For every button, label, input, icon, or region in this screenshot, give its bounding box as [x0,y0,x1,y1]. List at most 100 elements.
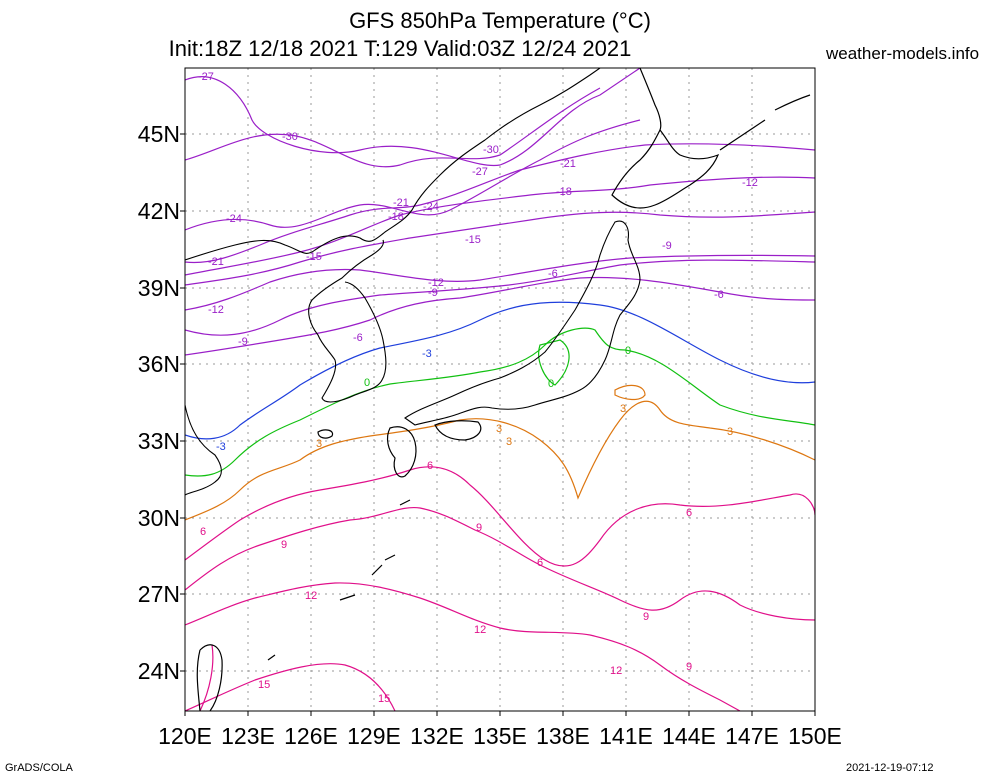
isotherm-plus9 [185,506,815,621]
isotherm-label: -27 [198,71,214,83]
isotherm-label: -18 [388,211,404,223]
isotherm-label: -15 [465,234,481,246]
isotherm-plus3-loop [614,384,646,401]
coastline-asia-mainland [185,68,601,496]
isotherm-label: -21 [208,256,224,268]
isotherm-label: 6 [537,557,543,569]
isotherm-label: 0 [548,378,554,390]
isotherm-label: -6 [714,289,724,301]
isotherm-label: 6 [200,526,206,538]
isotherm-minus30 [185,87,601,168]
coastline-taiwan [196,644,223,711]
isotherm-label: 12 [610,665,622,677]
coastline-kyushu [386,426,417,478]
lon-tick-label: 144E [662,723,716,749]
isotherm-minus12 [185,254,815,311]
graticule [185,68,815,711]
isotherm-minus15 [185,211,815,286]
isotherm-label: 3 [727,426,733,438]
isotherm-label: 12 [474,624,486,636]
lat-tick-label: 30N [137,505,180,531]
isotherm-label: -27 [472,166,488,178]
isotherm-label: 3 [496,423,502,435]
isotherm-label: -21 [560,158,576,170]
coastline-ryukyu [267,499,411,661]
isotherm-label: -30 [483,144,499,156]
timestamp: 2021-12-19-07:12 [846,762,934,774]
isotherm-minus21 [185,143,815,264]
lat-tick-label: 45N [137,121,180,147]
isotherm-label: 3 [620,403,626,415]
isotherm-label: -9 [428,287,438,299]
coastline-honshu [404,220,641,426]
lat-tick-label: 33N [137,428,180,454]
lon-tick-label: 123E [221,723,275,749]
isotherm-label: -15 [306,251,322,263]
coastline-hokkaido [611,128,720,209]
coastline-korea [308,239,387,403]
isotherm-label: -12 [742,177,758,189]
software-credit: GrADS/COLA [5,762,73,774]
lon-tick-label: 129E [347,723,401,749]
isotherm-label: -24 [423,201,439,213]
isotherm-label: 9 [281,539,287,551]
isotherm-label: 9 [476,522,482,534]
coastline-jeju [317,429,334,439]
lon-tick-label: 126E [284,723,338,749]
lon-tick-label: 120E [158,723,212,749]
isotherm-minus27 [185,68,641,167]
isotherm-label: -6 [548,268,558,280]
lon-tick-label: 141E [599,723,653,749]
isotherm-label: -3 [216,441,226,453]
coastline-shikoku [434,420,482,441]
isotherm-label: -18 [556,186,572,198]
isotherm-plus6 [185,466,815,567]
isotherm-minus18 [185,176,815,276]
isotherm-label: 15 [378,693,390,705]
map-background [185,68,815,711]
isotherm-label: -9 [238,336,248,348]
isotherm-label: -24 [226,213,242,225]
isotherm-label: 9 [643,611,649,623]
isotherm-plus3 [185,400,815,521]
isotherm-label: -30 [282,131,298,143]
isotherm-minus6 [185,276,815,356]
isotherm-label: -21 [393,197,409,209]
isotherm-label: 9 [686,661,692,673]
site-credit: weather-models.info [826,44,980,63]
isotherm-plus15 [185,663,396,711]
axis-ticks [180,133,816,716]
isotherm-label: 0 [364,377,370,389]
isotherm-label: 12 [305,590,317,602]
chart-subtitle: Init:18Z 12/18 2021 T:129 Valid:03Z 12/2… [168,36,632,61]
lon-tick-label: 135E [473,723,527,749]
isotherm-label: 6 [427,460,433,472]
isotherm-label: 3 [506,436,512,448]
isotherm-zero [185,327,815,477]
lon-tick-label: 150E [788,723,842,749]
lon-tick-label: 138E [536,723,590,749]
isotherm-zero-loop [538,339,570,386]
chart-title: GFS 850hPa Temperature (°C) [349,8,651,33]
lat-tick-label: 24N [137,658,180,684]
lat-tick-label: 39N [137,275,180,301]
coastline-kurils [719,94,811,151]
lat-tick-label: 42N [137,198,180,224]
lat-tick-label: 27N [137,581,180,607]
isotherm-minus9 [185,259,815,336]
isotherm-plus12 [185,582,741,711]
isotherm-label: -6 [353,332,363,344]
isotherm-label: 15 [258,679,270,691]
lon-tick-label: 132E [410,723,464,749]
isotherm-label: -3 [422,348,432,360]
isotherm-label: 3 [316,438,322,450]
isotherm-minus24 [185,119,641,231]
lon-tick-label: 147E [725,723,779,749]
isotherm-label: -12 [208,304,224,316]
isotherm-label: 6 [686,507,692,519]
coastline-sakhalin [639,68,662,131]
isotherm-minus3 [185,301,815,440]
isotherm-label: -9 [662,240,672,252]
lat-tick-label: 36N [137,351,180,377]
